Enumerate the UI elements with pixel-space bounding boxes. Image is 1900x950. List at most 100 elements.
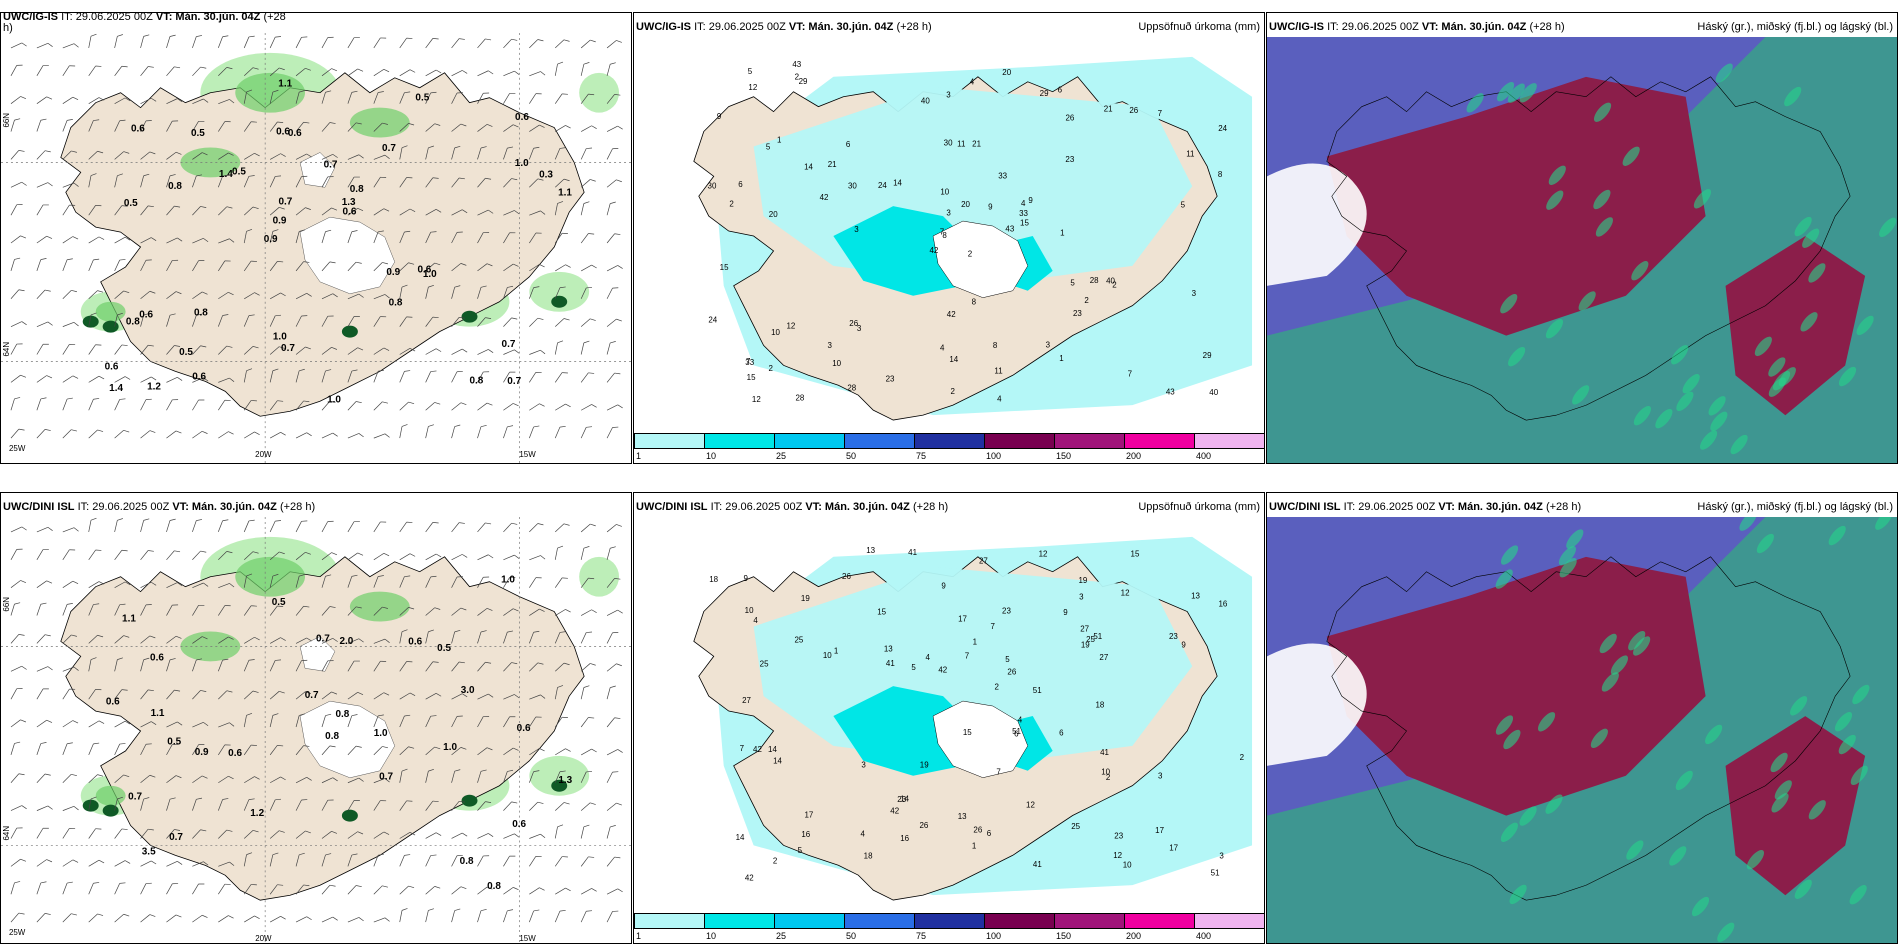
- wind-barb: [192, 35, 203, 49]
- cloud-band: [1794, 216, 1812, 237]
- wind-barb: [503, 694, 520, 700]
- wind-barb: [451, 607, 467, 616]
- wind-barb: [114, 290, 130, 300]
- wind-barb: [321, 574, 332, 588]
- precip-amount: 18: [1095, 701, 1104, 710]
- precip-amount: 30: [708, 182, 717, 191]
- precip-amount: 1: [972, 842, 977, 851]
- wind-barb: [529, 608, 545, 616]
- wind-barb: [36, 118, 47, 132]
- lon-label: 20W: [255, 450, 272, 459]
- wind-barb: [425, 424, 434, 439]
- cloud-band: [1559, 558, 1577, 578]
- panel-header: UWC/IG-IS IT: 29.06.2025 00Z VT: Mán. 30…: [1267, 17, 1897, 37]
- wind-barb: [243, 573, 253, 588]
- precip-amount: 24: [708, 316, 717, 325]
- precip-value: 0.6: [105, 361, 119, 372]
- wind-barb: [555, 802, 570, 811]
- wind-barb: [477, 630, 487, 644]
- cloud-band: [1509, 884, 1527, 905]
- wind-barb: [347, 714, 358, 728]
- cloud-band: [1708, 396, 1726, 416]
- wind-barb: [192, 914, 208, 923]
- cloud-band: [1875, 517, 1893, 530]
- wind-barb: [10, 397, 21, 411]
- wind-barb: [347, 207, 364, 216]
- cloud-band: [1610, 655, 1629, 675]
- wind-barb: [347, 369, 358, 383]
- wind-barb: [580, 426, 593, 439]
- wind-barb: [218, 99, 235, 104]
- wind-barb: [166, 399, 179, 411]
- cloud-band: [1850, 765, 1868, 786]
- panel-bottom-mid: UWC/DINI ISL IT: 29.06.2025 00Z VT: Mán.…: [633, 492, 1265, 944]
- iceland-outline: [1326, 76, 1851, 421]
- map-wind-precip[interactable]: 66N 64N 20W 15W 25W 0.7 0.5 0.6 0.9 0.7 1.2 0.6 0.7 0…: [1, 33, 631, 463]
- cloud-band: [1558, 546, 1577, 566]
- wind-barb: [347, 638, 364, 644]
- wind-barb: [321, 432, 338, 439]
- map-cloud-layers[interactable]: [1267, 37, 1897, 463]
- wind-barb: [243, 260, 257, 272]
- wind-barb: [140, 34, 150, 49]
- precip-value: 0.6: [417, 265, 431, 276]
- wind-barb: [451, 800, 465, 811]
- wind-barb: [192, 120, 205, 132]
- map-accumulated-precip[interactable]: 2 3 4 7 9 12 17 19 23 42 51 41 26 27 25 13 10 14 15 16 18 5 1 6…: [634, 517, 1264, 913]
- wind-barb: [10, 118, 21, 132]
- precip-amount: 5: [766, 142, 771, 151]
- precip-amount: 12: [748, 83, 757, 92]
- wind-barb: [218, 883, 231, 895]
- precip-value: 0.5: [191, 128, 205, 139]
- precip-amount: 5: [1005, 655, 1010, 664]
- wind-barb: [477, 92, 490, 104]
- wind-barb: [243, 89, 253, 104]
- precip-core: [349, 591, 410, 622]
- colorbar-tick-label: 400: [1196, 931, 1212, 941]
- precip-amount: 27: [742, 696, 751, 705]
- wind-barb: [192, 690, 207, 700]
- wind-barb: [606, 685, 616, 700]
- precip-amount: 6: [1059, 728, 1064, 737]
- map-cloud-layers[interactable]: [1267, 517, 1897, 943]
- wind-barb: [269, 744, 284, 756]
- precip-value: 0.5: [179, 347, 193, 358]
- wind-barb: [244, 292, 260, 300]
- wind-barb: [269, 659, 282, 672]
- map-wind-precip[interactable]: 66N 64N 20W 15W 25W 0.8 0.5 0.7 1.1 0.6 0.6 0.7 0.6 0…: [1, 517, 631, 943]
- wind-barb: [425, 693, 442, 700]
- wind-barb: [477, 70, 494, 77]
- precip-amount: 13: [958, 812, 967, 821]
- wind-barb: [555, 178, 570, 188]
- precip-amount: 9: [1063, 608, 1068, 617]
- wind-barb: [347, 917, 364, 923]
- precip-amount: 33: [745, 358, 754, 367]
- wind-barb: [114, 828, 128, 839]
- wind-barb: [218, 399, 231, 411]
- colorbar-segment: [914, 433, 985, 449]
- colorbar-segment: [634, 433, 705, 449]
- precip-value: 1.1: [151, 708, 165, 719]
- precip-amount: 16: [1218, 599, 1227, 608]
- wind-barb: [10, 688, 23, 700]
- precip-amount: 9: [988, 202, 993, 211]
- wind-barb: [425, 661, 439, 672]
- wind-barb: [580, 631, 593, 644]
- wind-barb: [269, 573, 279, 588]
- wind-barb: [503, 70, 520, 77]
- precip-amount: 30: [944, 139, 953, 148]
- precip-amount: 4: [970, 77, 975, 86]
- map-accumulated-precip[interactable]: 2 5 8 7 4 3 6 21 26 43 29 40 20 24 42 23 28 30 33 12 14 15 10 1…: [634, 37, 1264, 433]
- precip-amount: 1: [777, 136, 782, 145]
- cloud-band: [1699, 430, 1718, 450]
- precip-amount: 40: [921, 97, 930, 106]
- wind-barb: [321, 713, 332, 728]
- wind-barb: [218, 861, 235, 867]
- wind-barb: [347, 552, 364, 561]
- precip-amount: 7: [746, 357, 751, 366]
- wind-barb: [451, 908, 461, 923]
- precip-amount: 8: [972, 298, 977, 307]
- wind-barb: [477, 371, 490, 383]
- wind-barb: [10, 96, 27, 104]
- wind-barb: [606, 524, 622, 533]
